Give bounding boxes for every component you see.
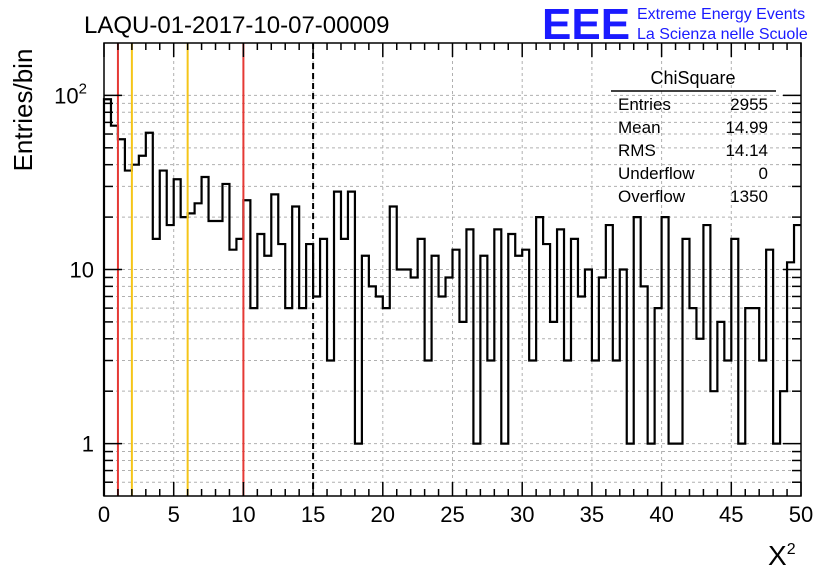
x-tick-label: 35 (580, 502, 604, 527)
histogram-bin (299, 308, 306, 496)
stats-box: ChiSquare Entries 2955 Mean 14.99 RMS 14.14 Un… (611, 68, 776, 206)
histogram-bin (515, 256, 522, 496)
stats-key: Underflow (618, 164, 695, 183)
x-tick-label: 30 (510, 502, 534, 527)
y-tick-label: 102 (54, 80, 87, 108)
histogram-bin (139, 156, 146, 496)
histogram-bin (111, 126, 118, 496)
histogram-bin (425, 361, 432, 496)
x-axis-label: X2 (768, 540, 796, 571)
histogram-outline (102, 98, 801, 496)
x-tick-label: 45 (719, 502, 743, 527)
stats-key: Mean (618, 118, 661, 137)
axis-ticks (103, 43, 802, 496)
histogram-bin (383, 308, 390, 496)
stats-value: 14.99 (725, 118, 768, 137)
stats-key: RMS (618, 141, 656, 160)
x-axis-label-base: X (768, 540, 787, 571)
histogram-bin (439, 296, 446, 496)
histogram-bin (264, 256, 271, 496)
histogram-bin (195, 203, 202, 496)
stats-key: Entries (618, 95, 671, 114)
stats-value: 1350 (730, 187, 768, 206)
histogram-bin (696, 339, 703, 496)
y-tick-label: 10 (70, 258, 94, 283)
x-tick-label: 5 (168, 502, 180, 527)
histogram-bin (188, 213, 195, 496)
histogram-bin (578, 296, 585, 496)
histogram-bin (564, 361, 571, 496)
histogram-bin (459, 322, 466, 496)
histogram-bin (529, 361, 536, 496)
histogram-bin (487, 361, 494, 496)
histogram-bin (550, 322, 557, 496)
stats-title: ChiSquare (650, 68, 735, 88)
histogram-bin (118, 139, 125, 496)
y-axis-label: Entries/bin (8, 49, 38, 172)
y-tick-label: 1 (82, 432, 94, 457)
histogram-bin (446, 277, 453, 496)
histogram-bin (285, 308, 292, 496)
x-tick-label: 10 (231, 502, 255, 527)
histogram-bin (376, 296, 383, 496)
histogram-bin (202, 177, 209, 496)
x-tick-labels: 0 5 10 15 20 25 30 35 40 45 50 (98, 502, 813, 527)
eee-logo: EEE Extreme Energy Events La Scienza nel… (542, 0, 808, 49)
logo-mark: EEE (542, 0, 630, 49)
histogram-bin (313, 296, 320, 496)
x-tick-label: 40 (649, 502, 673, 527)
grid (104, 43, 801, 496)
y-tick-labels: 1 10 102 (54, 80, 94, 456)
histogram-bin (174, 179, 181, 496)
x-tick-label: 15 (301, 502, 325, 527)
x-tick-label: 50 (789, 502, 813, 527)
histogram-bin (724, 361, 731, 496)
histogram (102, 98, 801, 497)
stats-rows: Entries 2955 Mean 14.99 RMS 14.14 Underflow 0 Ov… (618, 95, 768, 206)
histogram-bin (216, 221, 223, 496)
logo-line-2: La Scienza nelle Scuole (637, 26, 808, 43)
histogram-bin (397, 270, 404, 497)
x-tick-label: 25 (440, 502, 464, 527)
histogram-bin (404, 270, 411, 497)
stats-value: 2955 (730, 95, 768, 114)
stats-value: 0 (759, 164, 768, 183)
x-tick-label: 0 (98, 502, 110, 527)
histogram-bin (759, 361, 766, 496)
histogram-bin (592, 361, 599, 496)
x-tick-label: 20 (371, 502, 395, 527)
x-axis-label-sup: 2 (787, 541, 796, 558)
histogram-bin (411, 277, 418, 496)
logo-line-1: Extreme Energy Events (637, 6, 805, 23)
stats-key: Overflow (618, 187, 686, 206)
histogram-bin (327, 361, 334, 496)
histogram-bin (613, 361, 620, 496)
histogram-bin (125, 171, 132, 496)
histogram-bin (250, 308, 257, 496)
stats-value: 14.14 (725, 141, 768, 160)
histogram-bin (181, 217, 188, 496)
chart-title: LAQU-01-2017-10-07-00009 (84, 12, 390, 39)
histogram-bin (209, 221, 216, 496)
histogram-bin (132, 165, 139, 496)
